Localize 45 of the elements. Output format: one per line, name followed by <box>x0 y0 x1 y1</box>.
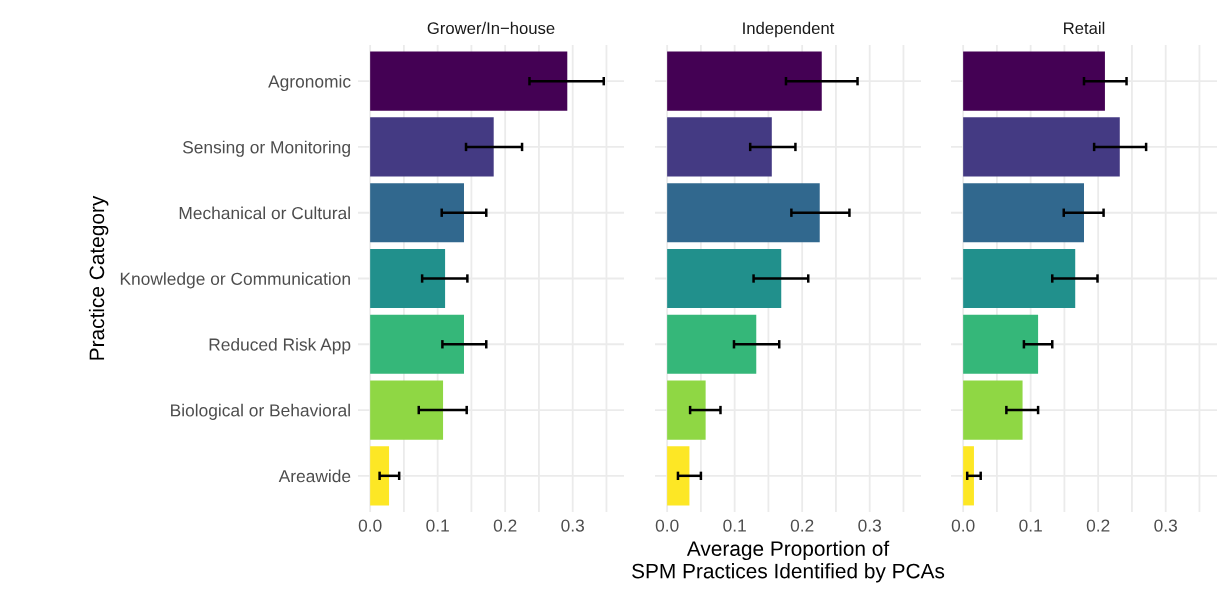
chart-title: Independent <box>743 21 835 38</box>
x-tick-label: 0.2 <box>790 519 814 532</box>
y-tick-label: Reduced Risk App <box>209 337 351 355</box>
y-tick-label: Areawide <box>278 469 351 483</box>
y-tick-label: Sensing or Monitoring <box>182 140 350 157</box>
x-tick-label: 0.0 <box>655 519 679 532</box>
bar <box>667 314 757 374</box>
bar <box>963 183 1084 243</box>
y-tick-label: Agronomic <box>268 74 351 92</box>
x-tick-label: 0.2 <box>493 519 517 532</box>
bar <box>370 117 494 177</box>
bar <box>370 446 390 506</box>
chart-title: Retail <box>1064 21 1105 35</box>
y-tick-label: Knowledge or Communication <box>120 272 350 289</box>
bar <box>667 380 706 440</box>
x-axis-title: Average Proportion of SPM Practices Identified by PCAs <box>632 540 945 583</box>
chart-title: Grower/In−house <box>427 21 555 35</box>
x-tick-label: 0.0 <box>951 519 975 532</box>
x-tick-label: 0.2 <box>1086 519 1110 532</box>
x-tick-label: 0.3 <box>561 519 584 532</box>
bar <box>963 248 1076 309</box>
y-tick-label: Biological or Behavioral <box>171 403 350 420</box>
x-tick-label: 0.3 <box>1154 519 1177 532</box>
bar <box>667 51 822 111</box>
y-axis-title: Practice Category <box>88 195 109 360</box>
bar <box>963 117 1120 177</box>
bar <box>370 314 464 374</box>
bar <box>667 117 772 177</box>
bar <box>667 446 690 506</box>
bar <box>370 380 444 440</box>
y-tick-label: Mechanical or Cultural <box>179 206 350 220</box>
x-tick-label: 0.1 <box>1019 519 1042 532</box>
x-tick-label: 0.1 <box>723 519 746 532</box>
bar <box>370 183 464 243</box>
x-tick-label: 0.0 <box>358 519 382 532</box>
bar <box>370 51 568 111</box>
bar <box>667 183 820 243</box>
bar <box>963 446 974 506</box>
bar <box>963 314 1039 374</box>
bar <box>370 248 446 309</box>
bar <box>667 248 782 309</box>
x-tick-label: 0.3 <box>858 519 881 532</box>
bar <box>963 380 1023 440</box>
bar <box>963 51 1105 111</box>
x-tick-label: 0.1 <box>426 519 449 532</box>
